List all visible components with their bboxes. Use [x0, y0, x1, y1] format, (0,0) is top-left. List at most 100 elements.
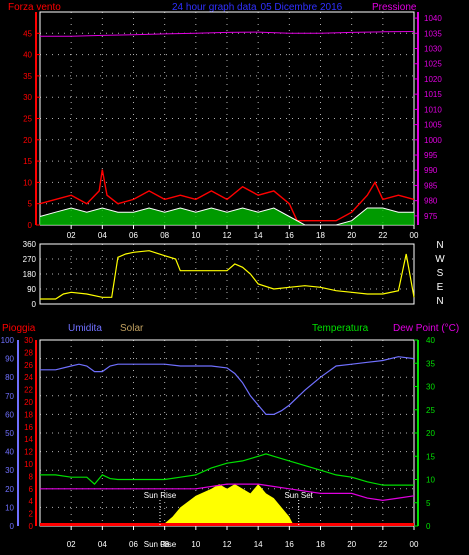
weather-xtick-label: 10 — [191, 540, 200, 549]
pressure-ytick-label: 985 — [424, 181, 438, 190]
wind-xtick-label: 22 — [378, 231, 387, 240]
weather-xtick-label: 04 — [98, 540, 107, 549]
humidity-ytick-label: 50 — [5, 429, 14, 438]
wind-speed-label: Forza vento — [8, 2, 61, 13]
weather-xtick-label: 06 — [129, 540, 138, 549]
rain-ytick-label: 0 — [29, 522, 34, 531]
direction-ytick-label: 180 — [23, 270, 37, 279]
rain-ytick-label: 12 — [24, 448, 33, 457]
sun-set-label: Sun Set — [284, 491, 313, 500]
temperature-label: Temperatura — [312, 323, 369, 334]
pressure-ytick-label: 1025 — [424, 60, 442, 69]
humidity-ytick-label: 60 — [5, 410, 14, 419]
temp-ytick-label: 15 — [426, 452, 435, 461]
weather-xtick-label: 22 — [378, 540, 387, 549]
direction-ytick-label: 0 — [32, 300, 37, 309]
wind-ytick-label: 25 — [23, 115, 32, 124]
rain-ytick-label: 14 — [24, 435, 33, 444]
weather-xtick-label: 14 — [254, 540, 263, 549]
temp-ytick-label: 5 — [426, 499, 431, 508]
humidity-ytick-label: 0 — [10, 522, 15, 531]
humidity-ytick-label: 40 — [5, 448, 14, 457]
humidity-ytick-label: 90 — [5, 355, 14, 364]
pressure-ytick-label: 995 — [424, 151, 438, 160]
wind-xtick-label: 14 — [254, 231, 263, 240]
wind-ytick-label: 10 — [23, 178, 32, 187]
direction-ytick-label: 270 — [23, 255, 37, 264]
rain-bar — [40, 523, 414, 526]
wind-xtick-label: 10 — [191, 231, 200, 240]
title-date: 05 Dicembre 2016 — [261, 2, 343, 13]
temp-ytick-label: 0 — [426, 522, 431, 531]
wind-ytick-label: 15 — [23, 157, 32, 166]
humidity-ytick-label: 80 — [5, 373, 14, 382]
wind-ytick-label: 20 — [23, 136, 32, 145]
pressure-ytick-label: 980 — [424, 197, 438, 206]
dew-point-label: Dew Point (°C) — [393, 323, 459, 334]
humidity-ytick-label: 20 — [5, 485, 14, 494]
humidity-ytick-label: 70 — [5, 392, 14, 401]
direction-ytick-label: 360 — [23, 240, 37, 249]
compass-label: N — [436, 240, 443, 251]
humidity-line — [40, 356, 415, 415]
pressure-line — [40, 31, 415, 37]
solar-area — [40, 484, 414, 526]
wind-ytick-label: 40 — [23, 51, 32, 60]
weather-xtick-label: 18 — [316, 540, 325, 549]
dew-point-line — [40, 483, 415, 502]
direction-ytick-label: 90 — [27, 285, 36, 294]
humidity-ytick-label: 100 — [1, 336, 15, 345]
wind-xtick-label: 20 — [347, 231, 356, 240]
rain-ytick-label: 18 — [24, 410, 33, 419]
wind-avg-line — [39, 207, 414, 226]
humidity-label: Umidita — [68, 323, 102, 334]
rain-ytick-label: 24 — [24, 373, 33, 382]
pressure-ytick-label: 1020 — [424, 75, 442, 84]
weather-xtick-label: 16 — [285, 540, 294, 549]
chart-title: 24 hour graph data 05 Dicembre 2016 — [172, 2, 343, 13]
rain-ytick-label: 20 — [24, 398, 33, 407]
compass-label: S — [437, 268, 444, 279]
wind-ytick-label: 5 — [28, 200, 33, 209]
temp-ytick-label: 10 — [426, 476, 435, 485]
temperature-line — [40, 453, 414, 486]
rain-ytick-label: 10 — [24, 460, 33, 469]
wind-xtick-label: 18 — [316, 231, 325, 240]
wind-xtick-label: 00 — [410, 231, 419, 240]
wind-xtick-label: 04 — [98, 231, 107, 240]
pressure-ytick-label: 975 — [424, 212, 438, 221]
wind-xtick-label: 12 — [223, 231, 232, 240]
temp-ytick-label: 35 — [426, 359, 435, 368]
compass-label: W — [435, 254, 445, 265]
weather-xtick-label: 08 — [160, 540, 169, 549]
rain-ytick-label: 2 — [29, 510, 34, 519]
compass-label: E — [437, 282, 444, 293]
wind-xtick-label: 16 — [285, 231, 294, 240]
rain-ytick-label: 4 — [29, 497, 34, 506]
pressure-ytick-label: 990 — [424, 166, 438, 175]
wind-pressure-panel: 0510152025303540459759809859909951000100… — [23, 11, 442, 240]
rain-ytick-label: 22 — [24, 386, 33, 395]
weather-xtick-label: 12 — [223, 540, 232, 549]
temp-ytick-label: 30 — [426, 383, 435, 392]
pressure-ytick-label: 1035 — [424, 29, 442, 38]
wind-xtick-label: 02 — [67, 231, 76, 240]
pressure-ytick-label: 1030 — [424, 45, 442, 54]
wind-ytick-label: 45 — [23, 29, 32, 38]
weather-xtick-label: 02 — [67, 540, 76, 549]
temp-ytick-label: 25 — [426, 406, 435, 415]
weather-panel: 0102030405060708090100024681012141618202… — [1, 336, 436, 549]
humidity-ytick-label: 30 — [5, 466, 14, 475]
weather-xtick-label: 20 — [347, 540, 356, 549]
compass-label: N — [436, 296, 443, 307]
wind-ytick-label: 0 — [28, 221, 33, 230]
rain-ytick-label: 26 — [24, 361, 33, 370]
weather-xtick-label: 00 — [410, 540, 419, 549]
pressure-ytick-label: 1005 — [424, 121, 442, 130]
pressure-label: Pressione — [372, 2, 417, 13]
rain-ytick-label: 28 — [24, 348, 33, 357]
temp-ytick-label: 20 — [426, 429, 435, 438]
rain-ytick-label: 16 — [24, 423, 33, 432]
wind-xtick-label: 06 — [129, 231, 138, 240]
wind-ytick-label: 30 — [23, 93, 32, 102]
